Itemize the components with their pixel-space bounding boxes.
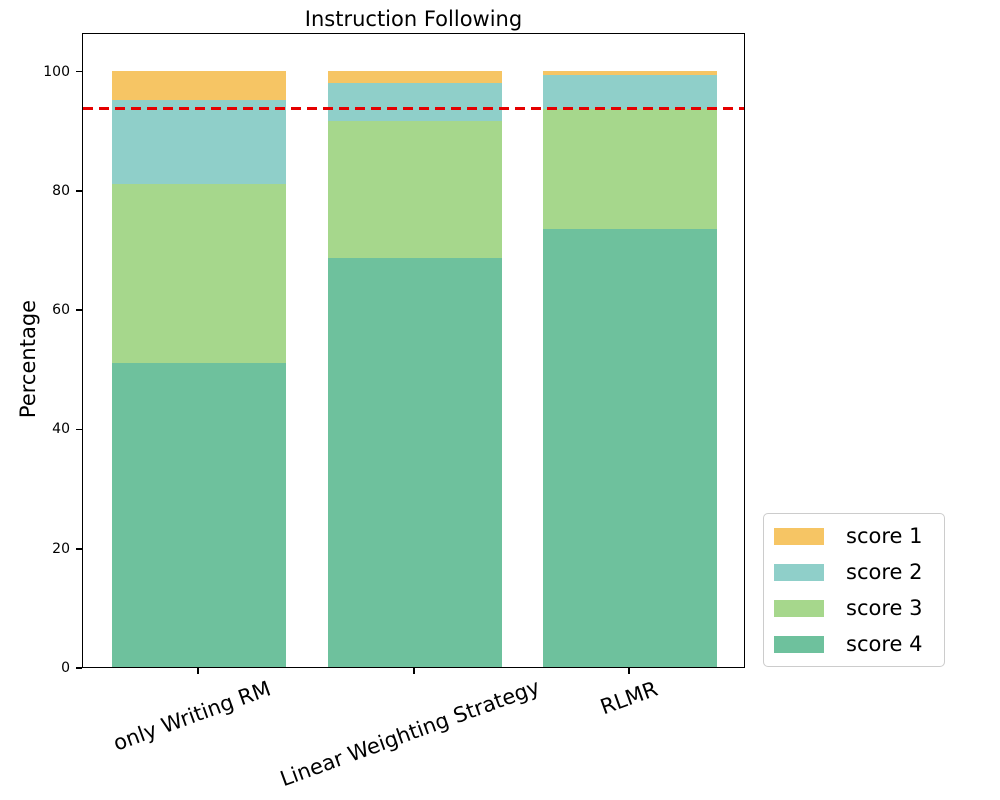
legend: score 1 score 2 score 3 score 4 [763, 513, 945, 667]
legend-label: score 3 [846, 596, 923, 620]
bar-segment-score-2 [543, 74, 717, 110]
bar-segment-score-4 [328, 257, 502, 667]
bar-segment-score-1 [112, 70, 286, 101]
legend-label: score 4 [846, 632, 923, 656]
y-tick-label: 80 [52, 182, 70, 199]
bar-segment-score-3 [328, 121, 502, 258]
bar-column [543, 32, 717, 667]
legend-label: score 2 [846, 560, 923, 584]
bar-segment-score-4 [112, 362, 286, 667]
y-tick-mark [76, 547, 82, 550]
y-tick-label: 20 [52, 540, 70, 557]
legend-item-score-2: score 2 [774, 560, 934, 584]
x-tick-label: RLMR [597, 676, 661, 720]
score-2-swatch [774, 563, 824, 581]
x-tick-label: Linear Weighting Strategy [277, 674, 543, 792]
plot-area [82, 33, 745, 668]
y-tick-mark [76, 70, 82, 73]
score-4-swatch [774, 635, 824, 653]
y-tick-label: 100 [43, 63, 70, 80]
y-tick-label: 0 [61, 660, 70, 676]
legend-label: score 1 [846, 524, 923, 548]
bar-segment-score-1 [328, 70, 502, 84]
reference-line [83, 106, 744, 110]
y-axis-label: Percentage [16, 299, 40, 419]
x-tick-mark [413, 668, 415, 674]
bar-column [112, 32, 286, 667]
score-3-swatch [774, 599, 824, 617]
x-tick-mark [197, 668, 199, 674]
bar-segment-score-2 [328, 83, 502, 122]
bar-segment-score-3 [112, 183, 286, 363]
y-tick-label: 60 [52, 302, 70, 319]
bar-segment-score-3 [543, 109, 717, 230]
y-tick-mark [76, 309, 82, 311]
legend-item-score-1: score 1 [774, 524, 934, 548]
x-tick-mark [628, 668, 630, 674]
bar-segment-score-1 [543, 70, 717, 75]
x-tick-label: only Writing RM [110, 676, 274, 756]
y-tick-mark [76, 667, 82, 669]
score-1-swatch [774, 527, 824, 545]
chart-title: Instruction Following [304, 7, 523, 31]
y-tick-mark [76, 189, 82, 192]
legend-item-score-3: score 3 [774, 596, 934, 620]
y-tick-label: 40 [52, 421, 70, 438]
bar-column [328, 32, 502, 667]
bar-segment-score-4 [543, 229, 717, 667]
legend-item-score-4: score 4 [774, 632, 934, 656]
y-tick-mark [76, 428, 82, 431]
bar-segment-score-2 [112, 100, 286, 184]
